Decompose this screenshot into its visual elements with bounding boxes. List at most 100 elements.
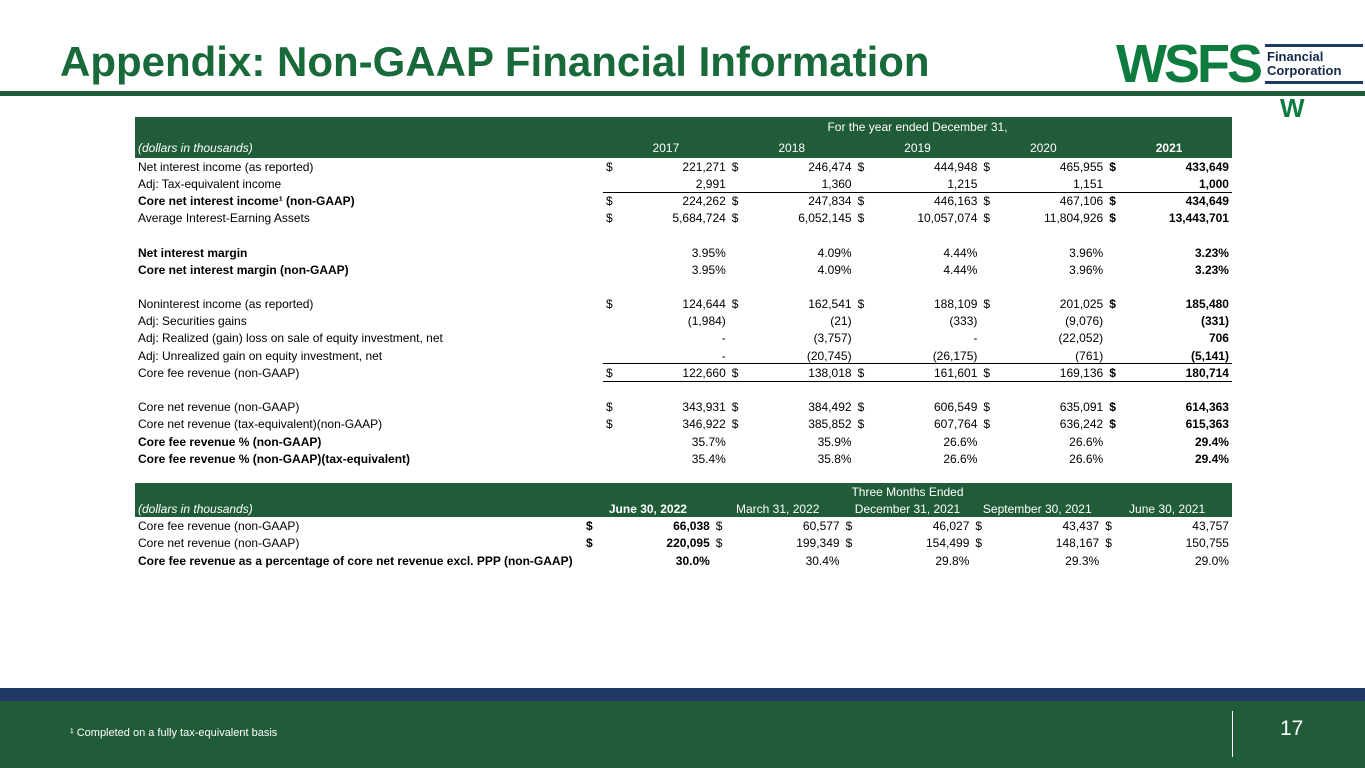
annual-results-table: For the year ended December 31, (dollars … — [135, 117, 1232, 467]
column-header: June 30, 2022 — [608, 501, 687, 516]
footnote: ¹ Completed on a fully tax-equivalent ba… — [70, 727, 278, 739]
cell-value: 201,025 — [1059, 297, 1104, 312]
value-cell: 1,151 — [980, 175, 1106, 192]
value-cell: $161,601 — [854, 363, 981, 383]
table-units-label: (dollars in thousands) — [138, 501, 253, 516]
table-column-header-row: (dollars in thousands) June 30, 2022 March… — [135, 500, 1232, 517]
value-cell: $154,499 — [843, 535, 973, 553]
value-cell: $224,262 — [603, 191, 729, 210]
cell-value: - — [721, 331, 726, 346]
dollar-sign: $ — [857, 365, 865, 380]
value-cell: $138,018 — [728, 363, 855, 383]
cell-value: 185,480 — [1185, 297, 1229, 312]
dollar-sign: $ — [845, 518, 853, 533]
cell-value: (20,745) — [806, 348, 852, 363]
table-row: Core fee revenue % (non-GAAP) 35.7% 35.9% 2… — [135, 433, 1232, 450]
cell-value: 221,271 — [682, 159, 726, 174]
cell-value: 607,764 — [934, 417, 978, 432]
value-cell: $444,948 — [855, 158, 981, 175]
table-header: Three Months Ended (dollars in thousands)… — [135, 483, 1232, 517]
cell-value: (22,052) — [1058, 331, 1104, 346]
row-label: Core net revenue (non-GAAP) — [138, 400, 300, 415]
row-label: Net interest margin — [138, 245, 248, 260]
cell-value: 615,363 — [1185, 417, 1229, 432]
cell-value: 150,755 — [1185, 536, 1229, 551]
dollar-sign: $ — [857, 159, 865, 174]
column-header: 2020 — [1029, 140, 1057, 155]
dollar-sign: $ — [975, 536, 983, 551]
dollar-sign: $ — [1109, 211, 1116, 226]
cell-value: 247,834 — [808, 194, 852, 209]
value-cell: (21) — [729, 313, 855, 330]
table-row: Core net revenue (non-GAAP) $220,095 $199,… — [135, 535, 1232, 553]
cell-value: 706 — [1208, 331, 1229, 346]
cell-value: 138,018 — [808, 365, 852, 380]
value-cell: $10,057,074 — [855, 210, 981, 227]
row-label: Average Interest-Earning Assets — [138, 211, 310, 226]
dollar-sign: $ — [606, 211, 613, 226]
value-cell: (3,757) — [729, 330, 855, 347]
value-cell: $246,474 — [729, 158, 855, 175]
value-cell: 26.6% — [855, 433, 981, 450]
value-cell: 3.95% — [603, 244, 729, 261]
cell-value: 446,163 — [934, 194, 978, 209]
wsfs-wordmark: WSFS — [1116, 34, 1263, 94]
cell-value: 60,577 — [802, 518, 840, 533]
cell-value: 384,492 — [808, 400, 852, 415]
dollar-sign: $ — [983, 400, 991, 415]
cell-value: 3.95% — [691, 262, 726, 277]
cell-value: 29.4% — [1194, 451, 1229, 466]
value-cell: 29.0% — [1102, 552, 1232, 570]
dollar-sign: $ — [857, 211, 865, 226]
table-row: Adj: Securities gains (1,984) (21) (333) (9,… — [135, 313, 1232, 330]
value-cell: 1,000 — [1106, 175, 1232, 192]
value-cell: $385,852 — [729, 416, 855, 433]
cell-value: 346,922 — [682, 417, 726, 432]
dollar-sign: $ — [983, 365, 991, 380]
value-cell: 4.44% — [855, 261, 981, 278]
dollar-sign: $ — [606, 297, 613, 312]
page-number: 17 — [1280, 717, 1304, 740]
cell-value: 30.0% — [675, 553, 710, 568]
cell-value: 4.09% — [817, 262, 852, 277]
value-cell: (26,175) — [855, 347, 981, 364]
cell-value: 169,136 — [1059, 365, 1104, 380]
cell-value: 148,167 — [1055, 536, 1100, 551]
row-label: Net interest income (as reported) — [138, 159, 314, 174]
dollar-sign: $ — [1109, 365, 1116, 380]
value-cell: $6,052,145 — [729, 210, 855, 227]
dollar-sign: $ — [1105, 536, 1112, 551]
dollar-sign: $ — [731, 211, 739, 226]
value-cell: $467,106 — [980, 191, 1107, 210]
value-cell: (761) — [980, 347, 1106, 364]
value-cell: $465,955 — [980, 158, 1106, 175]
table-span-header-row: Three Months Ended — [135, 483, 1232, 500]
cell-value: (26,175) — [932, 348, 978, 363]
logo-company-name: Financial Corporation — [1265, 44, 1363, 84]
dollar-sign: $ — [857, 417, 865, 432]
cell-value: 29.3% — [1065, 553, 1100, 568]
value-cell: 35.7% — [603, 433, 729, 450]
value-cell: (20,745) — [729, 347, 855, 364]
cell-value: (333) — [949, 314, 978, 329]
value-cell: 35.8% — [729, 450, 855, 467]
cell-value: 1,151 — [1073, 176, 1104, 191]
cell-value: 224,262 — [682, 194, 726, 209]
cell-value: 606,549 — [934, 400, 978, 415]
table-row: Core net interest margin (non-GAAP) 3.95%… — [135, 261, 1232, 278]
table-row: Core fee revenue (non-GAAP) $66,038 $60,57… — [135, 517, 1232, 535]
cell-value: 636,242 — [1059, 417, 1104, 432]
cell-value: 199,349 — [796, 536, 840, 551]
cell-value: 35.9% — [817, 434, 852, 449]
table-row: Core net interest income¹ (non-GAAP) $224… — [135, 191, 1232, 210]
logo-name-line2: Corporation — [1267, 63, 1342, 78]
table-row: Core fee revenue % (non-GAAP)(tax-equiva… — [135, 450, 1232, 467]
value-cell: 3.23% — [1106, 261, 1232, 278]
value-cell: 29.8% — [843, 552, 973, 570]
dollar-sign: $ — [845, 536, 853, 551]
dollar-sign: $ — [857, 297, 865, 312]
value-cell: 30.0% — [583, 552, 713, 570]
cell-value: 29.8% — [935, 553, 970, 568]
cell-value: - — [721, 348, 726, 363]
